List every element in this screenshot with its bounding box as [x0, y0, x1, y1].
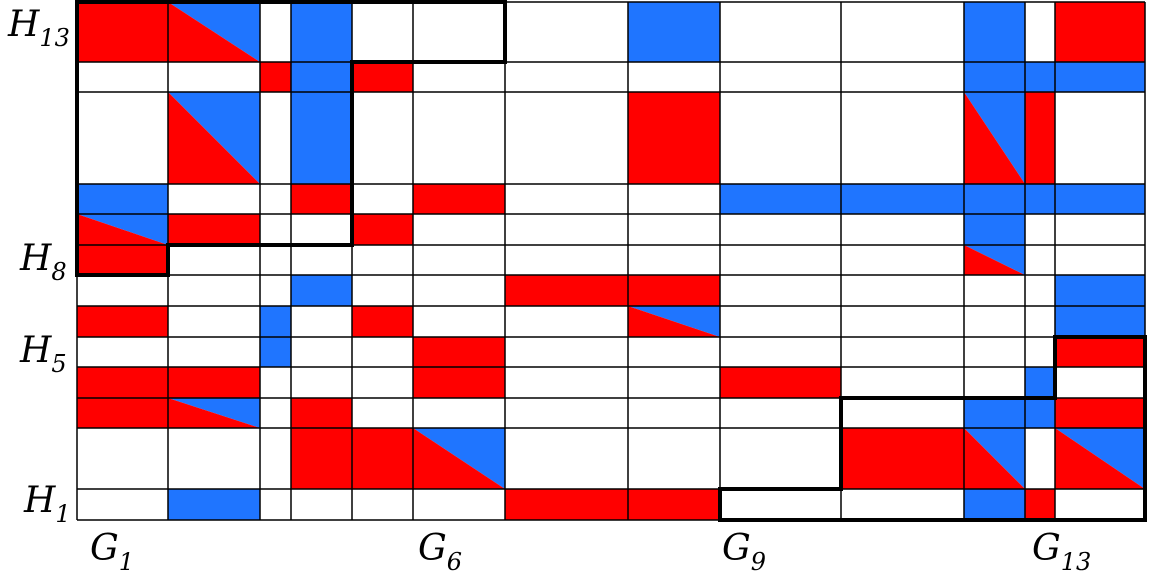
cell-g5-h6 [352, 306, 413, 337]
row-label-h5: H5 [19, 330, 67, 378]
cell-g10-h10 [841, 184, 964, 214]
cell-g2-h13-lower-triangle [168, 2, 260, 62]
cell-g13-h12 [1055, 62, 1145, 92]
row-label-h8: H8 [19, 238, 67, 286]
cell-g5-h2 [352, 428, 413, 489]
cell-g13-h3 [1055, 398, 1145, 428]
cell-g2-h9 [168, 214, 260, 245]
col-label-g6: G6 [418, 528, 462, 576]
staircase-outline-upper-left [75, 0, 507, 277]
cell-g4-h7 [291, 275, 352, 306]
cell-g6-h10 [413, 184, 505, 214]
cell-g3-h5 [260, 337, 291, 367]
cell-g11-h2-lower-triangle [964, 428, 1025, 489]
cell-g6-h4 [413, 367, 505, 398]
cell-g3-h12 [260, 62, 291, 92]
cell-g11-h9 [964, 214, 1025, 245]
cell-g2-h4 [168, 367, 260, 398]
cell-g5-h9 [352, 214, 413, 245]
cell-g13-h2-lower-triangle [1055, 428, 1145, 489]
cell-g2-h11-lower-triangle [168, 92, 260, 184]
cell-g1-h13 [77, 2, 168, 62]
col-label-g9: G9 [722, 528, 766, 576]
staircase-outline-lower-right [718, 335, 1147, 522]
cell-g12-h3 [1025, 398, 1055, 428]
cell-g3-h6 [260, 306, 291, 337]
cell-g1-h3 [77, 398, 168, 428]
cell-g4-h10 [291, 184, 352, 214]
cell-g12-h4 [1025, 367, 1055, 398]
cell-g4-h13 [291, 2, 352, 62]
col-label-g13: G13 [1032, 528, 1091, 576]
cell-g5-h12 [352, 62, 413, 92]
cell-g1-h9-lower-triangle [77, 214, 168, 245]
cell-g7-h7 [505, 275, 628, 306]
cell-g9-h10 [720, 184, 841, 214]
cell-g11-h10 [964, 184, 1025, 214]
row-label-h1: H1 [23, 480, 71, 528]
cell-g4-h12 [291, 62, 352, 92]
cell-g13-h6 [1055, 306, 1145, 337]
cell-g11-h13 [964, 2, 1025, 62]
cell-g8-h6-lower-triangle [628, 306, 720, 337]
cell-g2-h1 [168, 489, 260, 520]
cell-g8-h1 [628, 489, 720, 520]
cell-g4-h11 [291, 92, 352, 184]
staircase-outlines [75, 0, 1147, 522]
cell-g11-h8-lower-triangle [964, 245, 1025, 275]
cell-g13-h10 [1055, 184, 1145, 214]
cell-g9-h4 [720, 367, 841, 398]
cell-g12-h12 [1025, 62, 1055, 92]
cell-g11-h12 [964, 62, 1025, 92]
cell-g8-h13 [628, 2, 720, 62]
cell-g4-h2 [291, 428, 352, 489]
cell-g2-h3-lower-triangle [168, 398, 260, 428]
cell-g1-h10 [77, 184, 168, 214]
cell-g12-h11 [1025, 92, 1055, 184]
cell-g11-h3 [964, 398, 1025, 428]
col-label-g1: G1 [90, 528, 134, 576]
cell-g12-h1 [1025, 489, 1055, 520]
cell-g6-h2-lower-triangle [413, 428, 505, 489]
cell-g7-h1 [505, 489, 628, 520]
cell-g4-h3 [291, 398, 352, 428]
cell-g8-h11 [628, 92, 720, 184]
grid-lines [76, 1, 1146, 521]
cell-g13-h7 [1055, 275, 1145, 306]
cell-g1-h8 [77, 245, 168, 275]
cell-g10-h2 [841, 428, 964, 489]
cell-g12-h10 [1025, 184, 1055, 214]
cell-g1-h6 [77, 306, 168, 337]
cell-fills [77, 2, 1145, 520]
cell-g11-h11-lower-triangle [964, 92, 1025, 184]
cell-g13-h13 [1055, 2, 1145, 62]
cell-g8-h7 [628, 275, 720, 306]
cell-g1-h4 [77, 367, 168, 398]
row-label-h13: H13 [7, 4, 70, 52]
cell-g6-h5 [413, 337, 505, 367]
cell-g11-h1 [964, 489, 1025, 520]
cell-g13-h5 [1055, 337, 1145, 367]
